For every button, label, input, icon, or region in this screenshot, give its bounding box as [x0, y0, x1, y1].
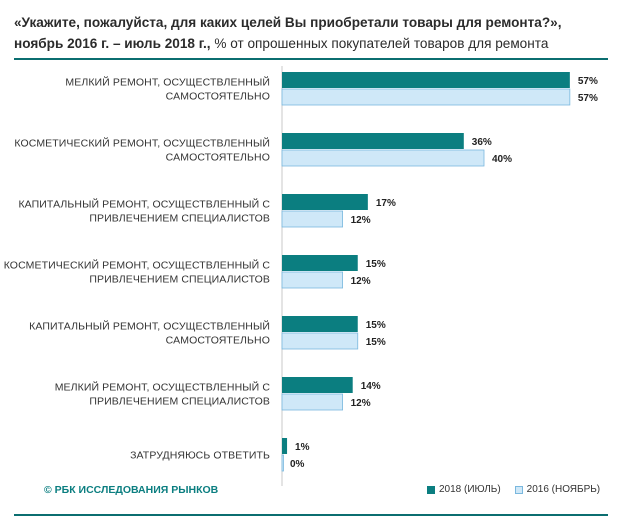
- chart-title: «Укажите, пожалуйста, для каких целей Вы…: [14, 12, 626, 54]
- bottom-divider: [14, 514, 608, 516]
- bar-2016: [281, 88, 571, 106]
- category-label: МЕЛКИЙ РЕМОНТ, ОСУЩЕСТВЛЕННЫЙ САМОСТОЯТЕЛ…: [65, 76, 270, 103]
- bar-2018: [282, 438, 288, 454]
- legend-item-2018: 2018 (ИЮЛЬ): [427, 484, 501, 495]
- bar-2016: [281, 210, 343, 228]
- bar-2018: [282, 255, 358, 271]
- legend-swatch-2016: [514, 485, 523, 494]
- category-label: КАПИТАЛЬНЫЙ РЕМОНТ, ОСУЩЕСТВЛЕННЫЙ С ПРИВ…: [18, 198, 270, 225]
- legend-item-2016: 2016 (НОЯБРЬ): [514, 484, 601, 495]
- bar-2016: [281, 454, 284, 472]
- bar-2018: [282, 133, 464, 149]
- chart-legend: 2018 (ИЮЛЬ) 2016 (НОЯБРЬ): [427, 484, 614, 495]
- chart-subtitle-period: ноябрь 2016 г. – июль 2018 г.,: [14, 36, 211, 51]
- category-label: МЕЛКИЙ РЕМОНТ, ОСУЩЕСТВЛЕННЫЙ С ПРИВЛЕЧЕН…: [55, 381, 271, 408]
- value-label-2016: 15%: [366, 337, 386, 348]
- category-label: КОСМЕТИЧЕСКИЙ РЕМОНТ, ОСУЩЕСТВЛЕННЫЙ С ПР…: [4, 259, 271, 286]
- legend-swatch-2018: [427, 485, 435, 494]
- chart-subtitle: ноябрь 2016 г. – июль 2018 г., % от опро…: [14, 33, 626, 54]
- value-label-2018: 15%: [366, 259, 386, 270]
- value-label-2016: 12%: [351, 215, 371, 226]
- value-label-2016: 12%: [351, 276, 371, 287]
- value-label-2018: 14%: [361, 381, 381, 392]
- bar-2016: [281, 271, 343, 289]
- top-divider: [14, 58, 608, 60]
- value-label-2016: 57%: [578, 93, 598, 104]
- copyright-text: © РБК ИССЛЕДОВАНИЯ РЫНКОВ: [44, 484, 219, 496]
- category-label: ЗАТРУДНЯЮСЬ ОТВЕТИТЬ: [130, 450, 270, 462]
- value-label-2018: 1%: [295, 442, 310, 453]
- value-label-2018: 17%: [376, 198, 396, 209]
- bar-2016: [281, 393, 343, 411]
- bar-2016: [281, 332, 359, 350]
- chart-title-question: «Укажите, пожалуйста, для каких целей Вы…: [14, 15, 562, 30]
- bar-2018: [282, 377, 353, 393]
- bar-2018: [282, 194, 368, 210]
- legend-label-2018: 2018 (ИЮЛЬ): [439, 484, 501, 495]
- value-label-2018: 15%: [366, 320, 386, 331]
- category-label: КАПИТАЛЬНЫЙ РЕМОНТ, ОСУЩЕСТВЛЕННЫЙ САМОСТ…: [29, 320, 270, 347]
- bar-2018: [282, 72, 570, 88]
- category-label: КОСМЕТИЧЕСКИЙ РЕМОНТ, ОСУЩЕСТВЛЕННЫЙ САМО…: [14, 137, 270, 164]
- legend-label-2016: 2016 (НОЯБРЬ): [526, 484, 601, 495]
- value-label-2018: 36%: [472, 137, 492, 148]
- value-label-2016: 0%: [290, 459, 305, 470]
- value-label-2016: 12%: [351, 398, 371, 409]
- chart-subtitle-unit: % от опрошенных покупателей товаров для …: [210, 36, 549, 51]
- value-label-2016: 40%: [492, 154, 512, 165]
- value-label-2018: 57%: [578, 76, 598, 87]
- bar-2018: [282, 316, 358, 332]
- bar-2016: [281, 149, 485, 167]
